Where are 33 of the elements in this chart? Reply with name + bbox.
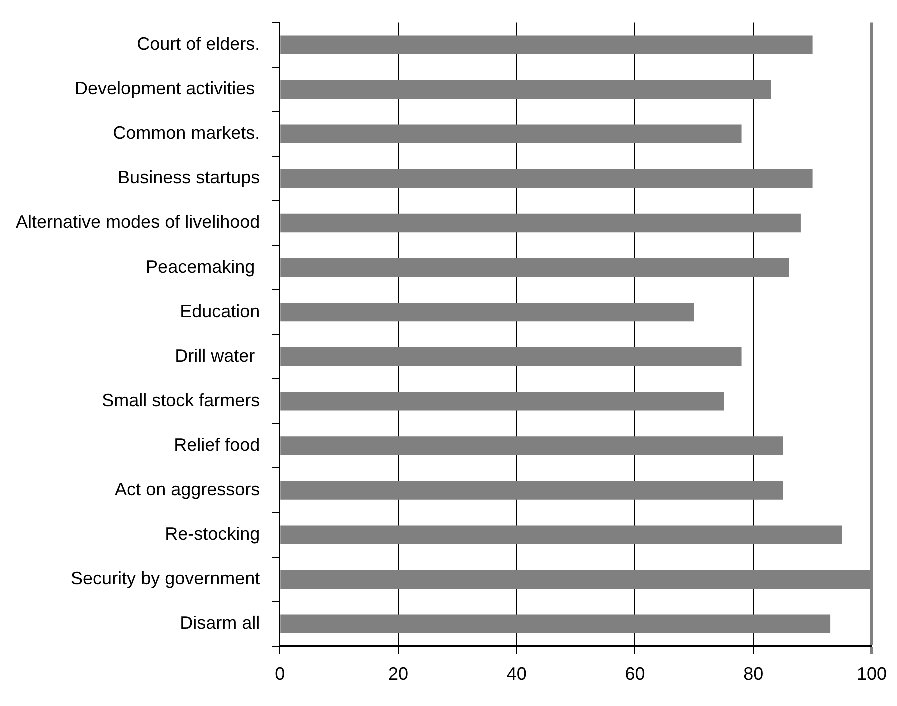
y-tick-label: Alternative modes of livelihood — [16, 212, 260, 232]
bar — [280, 36, 813, 54]
bar — [280, 124, 742, 144]
x-tick-label: 20 — [388, 664, 409, 684]
y-tick-label: Relief food — [174, 434, 260, 455]
y-tick-label: Act on aggressors — [115, 479, 260, 500]
bar — [280, 258, 790, 278]
y-tick-label: Common markets. — [113, 123, 260, 144]
bar — [280, 80, 772, 99]
bar — [280, 214, 801, 233]
bar — [280, 348, 742, 366]
bar — [280, 169, 813, 188]
bar — [280, 302, 694, 322]
y-tick-label: Peacemaking — [146, 256, 260, 277]
y-tick-label: Court of elders. — [137, 34, 260, 54]
bar — [280, 481, 784, 500]
y-tick-label: Drill water — [175, 346, 260, 366]
y-tick-label: Business startups — [118, 168, 260, 188]
x-tick-label: 0 — [275, 664, 286, 684]
x-tick-label: 80 — [744, 664, 764, 684]
y-tick-label: Education — [180, 301, 260, 322]
bar — [280, 392, 724, 411]
y-tick-label: Small stock farmers — [102, 390, 260, 410]
y-tick-label: Development activities — [75, 78, 260, 99]
bar — [280, 526, 842, 544]
y-tick-label: Disarm all — [180, 613, 260, 634]
x-tick-label: 60 — [625, 664, 646, 684]
x-tick-label: 40 — [506, 664, 527, 684]
x-tick-label: 100 — [856, 664, 888, 684]
y-tick-label: Security by government — [71, 568, 260, 589]
bar — [280, 614, 831, 634]
bar — [280, 436, 784, 456]
y-tick-label: Re-stocking — [165, 524, 260, 544]
